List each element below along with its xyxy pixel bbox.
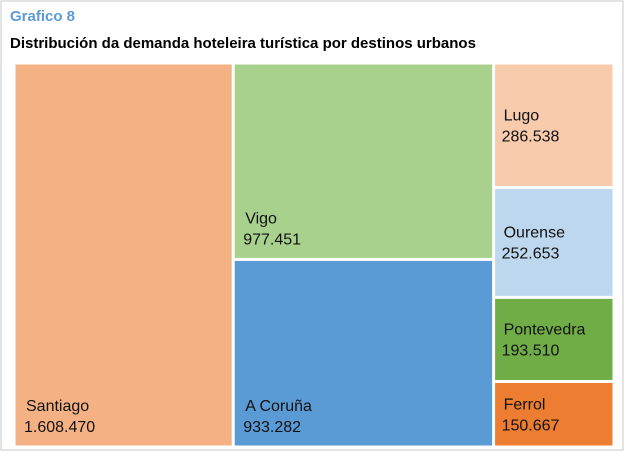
value-label: 193.510 [502,343,560,360]
treemap-cell [495,189,613,296]
treemap-cell [15,64,232,446]
cell-label: Ferrol [504,396,546,413]
cell-label: Santiago [26,398,89,415]
value-label: 1.608.470 [24,419,95,436]
treemap-cell [495,383,613,446]
cell-label: Lugo [504,107,540,124]
treemap-cell [495,298,613,381]
treemap-cell [234,260,493,446]
chart-title: Grafico 8 [10,8,75,25]
chart-subtitle: Distribución da demanda hoteleira turíst… [10,35,476,52]
treemap-cell [495,64,613,187]
value-label: 150.667 [502,417,560,434]
value-label: 977.451 [243,232,301,249]
treemap-cell [234,64,493,258]
cell-label: Vigo [245,211,277,228]
value-label: 252.653 [502,246,560,263]
cell-label: Ourense [504,225,565,242]
value-label: 933.282 [243,419,301,436]
cell-label: A Coruña [245,398,312,415]
value-label: 286.538 [502,128,560,145]
cell-label: Pontevedra [504,322,586,339]
